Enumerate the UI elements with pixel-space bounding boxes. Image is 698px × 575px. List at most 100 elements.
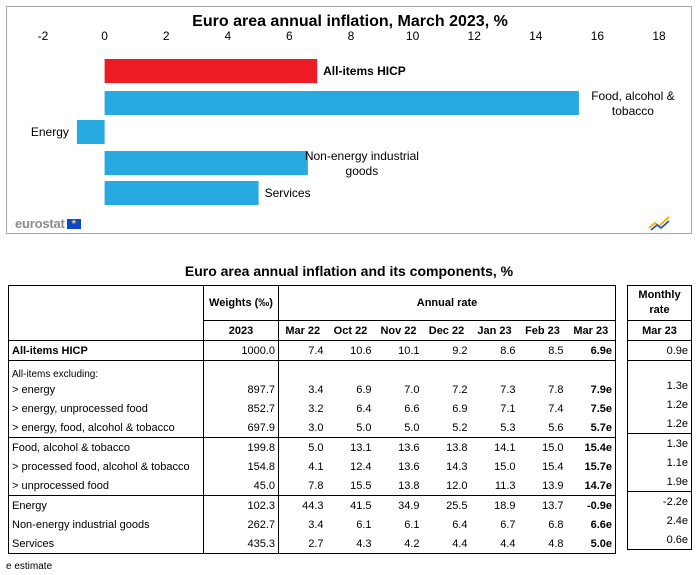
value-cell: 41.5 <box>350 499 372 512</box>
bar-all-items-hicp <box>104 59 318 83</box>
x-tick-label: 2 <box>163 29 170 43</box>
bar-non-energy-industrial-goods <box>104 151 308 175</box>
table-header-row: Mar 23 <box>627 320 692 341</box>
table-row: Food, alcohol & tobacco 199.8 5.0 13.1 13.6 1… <box>9 437 616 457</box>
value-cell <box>519 361 567 381</box>
row-label: All-items excluding: <box>12 369 99 380</box>
row-label: > energy, unprocessed food <box>12 402 148 415</box>
value-cell: 8.5 <box>518 340 567 361</box>
x-tick-label: 10 <box>406 29 420 43</box>
value-cell: 25.5 <box>446 499 468 512</box>
value-cell <box>471 361 519 381</box>
value-cell: 7.0 <box>404 383 420 396</box>
table-row: 2.4e <box>628 511 692 530</box>
value-cell: 15.7e <box>584 460 613 473</box>
value-cell <box>423 361 471 381</box>
value-cell: 4.2 <box>404 537 420 550</box>
value-cell: 3.0 <box>278 418 327 438</box>
value-cell: 13.8 <box>446 441 468 454</box>
value-cell: -0.9e <box>586 499 613 512</box>
row-label: Food, alcohol & tobacco <box>12 441 131 454</box>
value-cell: 10.1 <box>374 340 423 361</box>
value-cell: 3.4 <box>278 380 327 399</box>
value-cell: 10.6 <box>326 340 375 361</box>
table-row: > energy 897.7 3.4 6.9 7.0 7.2 7.3 7.8 7.9e <box>9 380 616 399</box>
value-cell <box>278 360 327 380</box>
value-cell: 3.4 <box>278 515 327 534</box>
value-cell: 5.0 <box>278 437 327 457</box>
weight-cell: 697.9 <box>203 418 279 438</box>
chart-panel: -2 0 2 4 6 8 10 12 14 16 18 All-items HICP Food, alc… <box>6 6 692 234</box>
x-tick-label: 16 <box>591 29 605 43</box>
header-spacer <box>8 320 204 341</box>
x-tick-label: 12 <box>468 29 482 43</box>
value-cell: 7.5e <box>590 402 613 415</box>
value-cell: 6.9 <box>452 402 468 415</box>
table-row: > processed food, alcohol & tobacco 154.8… <box>9 457 616 476</box>
value-cell: 5.0 <box>326 418 375 438</box>
chart-title: Euro area annual inflation, March 2023, … <box>192 13 508 30</box>
table-header-row: Weights (‰) Annual rate <box>9 285 616 321</box>
value-cell: 6.4 <box>452 518 468 531</box>
value-cell: 5.7e <box>566 418 616 438</box>
value-cell: 7.1 <box>500 402 516 415</box>
value-cell: 5.3 <box>470 418 519 438</box>
eurostat-wordmark: eurostat <box>15 216 65 231</box>
column-header: Feb 23 <box>518 320 567 341</box>
value-cell: 12.4 <box>350 460 372 473</box>
x-tick-label: 4 <box>224 29 231 43</box>
value-cell: 4.4 <box>452 537 468 550</box>
bar-chart: -2 0 2 4 6 8 10 12 14 16 18 All-items HICP Food, alc… <box>31 29 675 205</box>
table-header-row: Monthly rate <box>628 286 692 321</box>
value-cell: 15.4e <box>584 441 613 454</box>
value-cell: 6.7 <box>500 518 516 531</box>
value-cell: 13.7 <box>542 499 564 512</box>
weight-cell: 1000.0 <box>203 340 279 361</box>
monthly-value-cell: 2.4e <box>666 514 688 527</box>
row-label: > energy, food, alcohol & tobacco <box>8 418 204 438</box>
monthly-value-cell: 1.3e <box>666 379 688 392</box>
value-cell: 15.0 <box>542 441 564 454</box>
bar-energy <box>76 120 105 144</box>
value-cell: 6.1 <box>404 518 420 531</box>
bar-label: Non-energy industrial goods <box>305 149 419 178</box>
monthly-value-cell: 0.6e <box>666 533 688 546</box>
bar-services <box>104 181 259 205</box>
value-cell: 13.6 <box>398 460 420 473</box>
row-label: Services <box>12 537 55 550</box>
value-cell: 6.9 <box>356 383 372 396</box>
weights-header: Weights (‰) <box>203 285 279 321</box>
weight-cell: 897.7 <box>203 380 279 399</box>
bar-label: Food, alcohol & tobacco <box>591 89 674 118</box>
value-cell: 6.8 <box>548 518 564 531</box>
value-cell: 15.4 <box>542 460 564 473</box>
value-cell: 4.4 <box>500 537 516 550</box>
weight-cell: 45.0 <box>203 476 279 496</box>
column-header: 2023 <box>203 320 279 341</box>
table-row: Services 435.3 2.7 4.3 4.2 4.4 4.4 4.8 5.0e <box>9 534 616 554</box>
table-row: Non-energy industrial goods 262.7 3.4 6.1 6.… <box>9 515 616 534</box>
row-label: Energy <box>12 499 47 512</box>
table-row: 1.1e <box>628 453 692 472</box>
table-row: 1.2e <box>627 414 692 434</box>
value-cell: 14.3 <box>446 460 468 473</box>
inflation-table: Weights (‰) Annual rate 2023 Mar 22 Oct 22 No… <box>8 285 617 554</box>
value-cell: 44.3 <box>278 495 327 515</box>
value-cell: 18.9 <box>494 499 516 512</box>
value-cell: 6.6 <box>404 402 420 415</box>
table-row: 0.9e <box>627 340 692 361</box>
monthly-value-cell: 1.2e <box>666 398 688 411</box>
value-cell: 15.5 <box>326 476 375 496</box>
bar-label: All-items HICP <box>323 64 406 78</box>
bar-food-alcohol-tobacco <box>104 91 579 115</box>
value-cell: 5.6 <box>518 418 567 438</box>
value-cell: 7.2 <box>452 383 468 396</box>
header-spacer <box>9 286 204 321</box>
x-tick-label: 8 <box>348 29 355 43</box>
value-cell: 13.8 <box>374 476 423 496</box>
value-cell: 7.8 <box>548 383 564 396</box>
row-label: > unprocessed food <box>8 476 204 496</box>
value-cell: 9.2 <box>422 340 471 361</box>
table-row <box>628 361 692 377</box>
value-cell: 7.4 <box>278 340 327 361</box>
